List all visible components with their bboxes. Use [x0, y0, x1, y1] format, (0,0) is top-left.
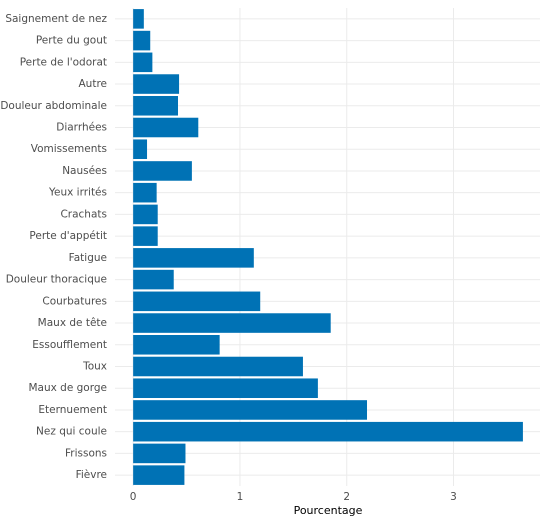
bar	[133, 291, 261, 312]
y-tick-label: Diarrhées	[56, 122, 107, 134]
y-tick-label: Maux de tête	[38, 317, 107, 329]
y-tick-label: Perte de l'odorat	[20, 56, 107, 68]
x-tick-label: 2	[343, 491, 350, 503]
bar	[133, 226, 158, 246]
x-tick-label: 1	[237, 491, 244, 503]
bar	[133, 269, 174, 290]
y-tick-label: Maux de gorge	[28, 382, 107, 394]
y-tick-label: Essoufflement	[32, 339, 107, 351]
bar	[133, 161, 192, 181]
y-tick-label: Toux	[82, 361, 107, 373]
bar	[133, 443, 186, 464]
bar	[133, 313, 331, 333]
x-tick-label: 3	[450, 491, 457, 503]
bar	[133, 465, 185, 485]
x-tick-label: 0	[130, 491, 137, 503]
y-tick-label: Perte d'appétit	[29, 230, 107, 242]
y-tick-label: Nez qui coule	[36, 426, 107, 438]
bar	[133, 52, 153, 73]
bar	[133, 9, 144, 29]
bar	[133, 421, 523, 442]
y-tick-label: Autre	[78, 78, 107, 90]
y-tick-label: Frissons	[65, 447, 107, 459]
bar	[133, 400, 368, 420]
bar	[133, 356, 303, 377]
bar	[133, 334, 220, 355]
y-tick-label: Courbatures	[42, 295, 107, 307]
y-tick-label: Perte du gout	[36, 35, 107, 47]
bar	[133, 378, 318, 399]
bar	[133, 139, 148, 160]
bar	[133, 182, 157, 203]
y-tick-label: Fatigue	[69, 252, 107, 264]
y-tick-label: Douleur thoracique	[6, 274, 107, 286]
x-axis-title: Pourcentage	[294, 504, 363, 517]
y-tick-label: Crachats	[60, 208, 107, 220]
y-tick-label: Fièvre	[76, 469, 107, 481]
bar	[133, 95, 179, 116]
bar	[133, 248, 254, 268]
y-tick-label: Yeux irrités	[48, 187, 107, 199]
y-tick-label: Nausées	[62, 165, 107, 177]
bar	[133, 74, 180, 94]
bar	[133, 30, 151, 51]
bar	[133, 117, 199, 138]
y-tick-label: Saignement de nez	[5, 13, 107, 25]
bar	[133, 204, 158, 225]
y-tick-label: Douleur abdominale	[0, 100, 107, 112]
y-tick-label: Vomissements	[31, 143, 107, 155]
y-tick-label: Eternuement	[38, 404, 107, 416]
